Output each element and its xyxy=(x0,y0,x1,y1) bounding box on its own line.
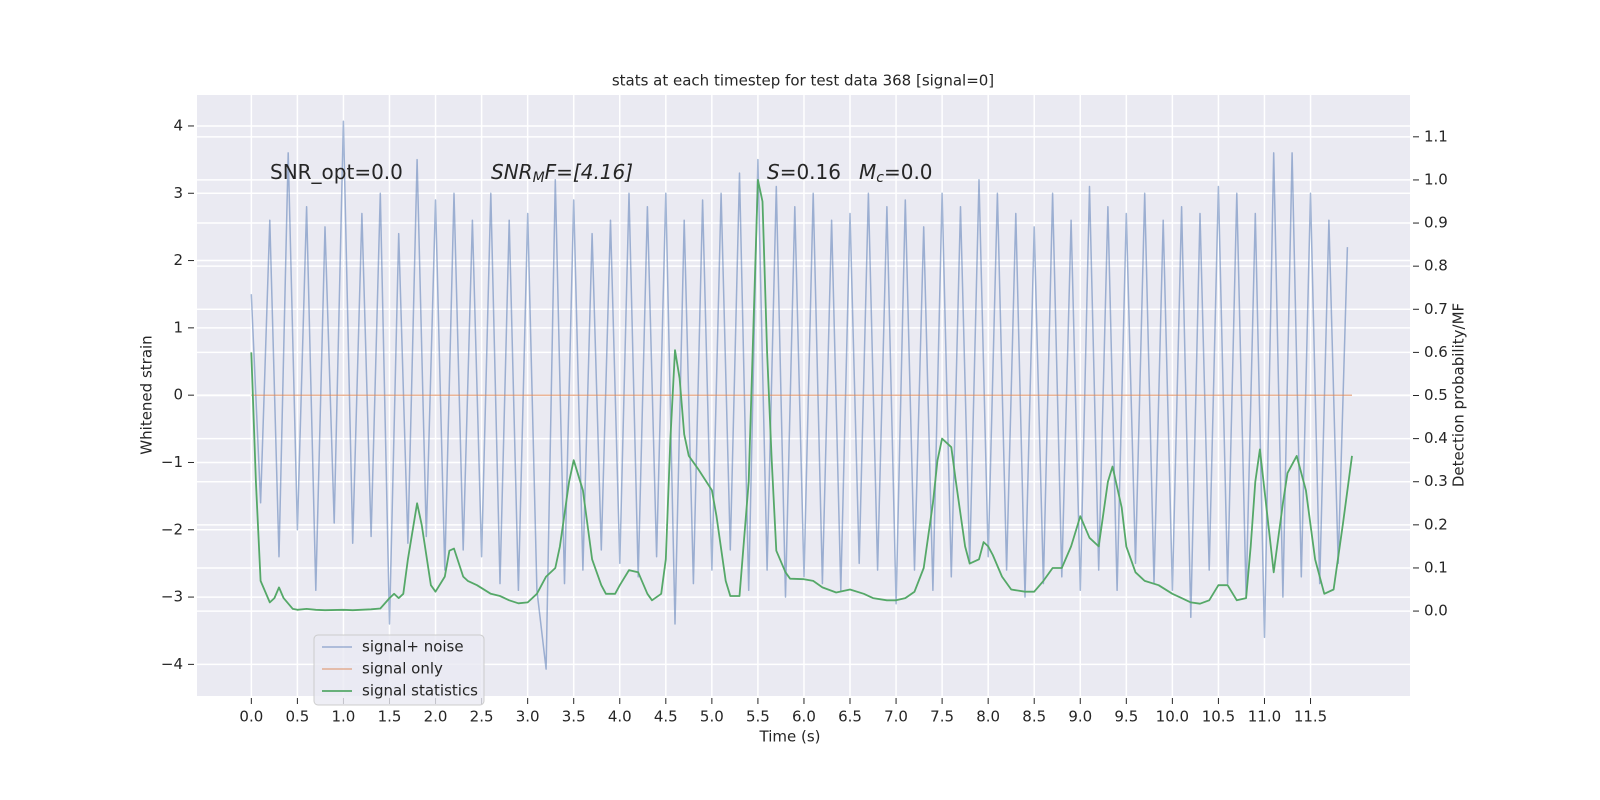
x-tick-label: 1.0 xyxy=(332,708,356,726)
x-tick-label: 3.0 xyxy=(516,708,540,726)
y2-tick-label: 0.3 xyxy=(1424,472,1448,490)
x-tick-label: 4.5 xyxy=(654,708,678,726)
annotation-base: SNR_opt=0.0 xyxy=(270,160,403,184)
x-tick-label: 1.5 xyxy=(378,708,402,726)
annotation: S=0.16 xyxy=(767,160,841,184)
annotation-rest: F=[4.16] xyxy=(545,160,633,184)
x-tick-label: 4.0 xyxy=(608,708,632,726)
x-tick-label: 0.5 xyxy=(285,708,309,726)
y-tick-label: −2 xyxy=(161,520,183,538)
y-tick-label: 1 xyxy=(173,318,183,336)
x-tick-label: 7.0 xyxy=(884,708,908,726)
y2-tick-label: 0.6 xyxy=(1424,343,1448,361)
legend-label: signal statistics xyxy=(362,682,478,700)
annotation-sub: c xyxy=(876,170,884,186)
x-tick-label: 2.0 xyxy=(424,708,448,726)
y2-tick-label: 1.0 xyxy=(1424,170,1448,188)
x-tick-label: 8.0 xyxy=(976,708,1000,726)
y-tick-label: 4 xyxy=(173,116,183,134)
x-tick-label: 10.5 xyxy=(1202,708,1235,726)
legend-box xyxy=(313,634,485,706)
y2-tick-label: 1.1 xyxy=(1424,127,1448,145)
annotation: SNRMF=[4.16] xyxy=(491,160,633,187)
y2-tick-label: 0.2 xyxy=(1424,515,1448,533)
y2-tick-label: 0.9 xyxy=(1424,214,1448,232)
legend-label: signal only xyxy=(362,660,443,678)
y2-axis-label: Detection probability/MF xyxy=(1450,303,1468,487)
annotation-rest: =0.16 xyxy=(780,160,841,184)
x-tick-label: 3.5 xyxy=(562,708,586,726)
x-tick-label: 5.0 xyxy=(700,708,724,726)
chart-title: stats at each timestep for test data 368… xyxy=(612,72,994,90)
x-tick-label: 11.0 xyxy=(1248,708,1281,726)
annotation-base: SNR xyxy=(491,160,533,184)
y-tick-label: −3 xyxy=(161,588,183,606)
y2-tick-label: 0.0 xyxy=(1424,602,1448,620)
y-tick-label: 2 xyxy=(173,251,183,269)
marks xyxy=(250,120,1353,670)
annotation-base: S xyxy=(767,160,780,184)
x-tick-label: 7.5 xyxy=(930,708,954,726)
y2-tick-label: 0.7 xyxy=(1424,300,1448,318)
y-tick-label: −4 xyxy=(161,655,183,673)
y2-tick-label: 0.1 xyxy=(1424,558,1448,576)
x-tick-label: 2.5 xyxy=(470,708,494,726)
x-axis-label: Time (s) xyxy=(759,728,821,746)
series-line xyxy=(250,120,1349,670)
x-tick-label: 9.0 xyxy=(1068,708,1092,726)
annotation-rest: =0.0 xyxy=(884,160,933,184)
x-tick-label: 5.5 xyxy=(746,708,770,726)
y-tick-label: 3 xyxy=(173,184,183,202)
series-line xyxy=(250,179,1353,612)
y2-tick-label: 0.5 xyxy=(1424,386,1448,404)
x-tick-label: 10.0 xyxy=(1156,708,1189,726)
legend-label: signal+ noise xyxy=(362,638,464,656)
annotation: SNR_opt=0.0 xyxy=(270,160,403,184)
x-tick-label: 6.5 xyxy=(838,708,862,726)
x-tick-label: 0.0 xyxy=(239,708,263,726)
x-tick-label: 9.5 xyxy=(1114,708,1138,726)
x-tick-label: 8.5 xyxy=(1022,708,1046,726)
y-axis-label: Whitened strain xyxy=(138,335,156,454)
y2-tick-label: 0.4 xyxy=(1424,429,1448,447)
y-tick-label: −1 xyxy=(161,453,183,471)
annotation: Mc=0.0 xyxy=(859,160,933,187)
x-tick-label: 11.5 xyxy=(1294,708,1327,726)
annotation-sub: M xyxy=(533,170,545,186)
y-tick-label: 0 xyxy=(173,386,183,404)
legend: signal+ noise signal only signal statistic… xyxy=(313,634,485,706)
x-tick-label: 6.0 xyxy=(792,708,816,726)
annotation-base: M xyxy=(859,160,876,184)
y2-tick-label: 0.8 xyxy=(1424,257,1448,275)
